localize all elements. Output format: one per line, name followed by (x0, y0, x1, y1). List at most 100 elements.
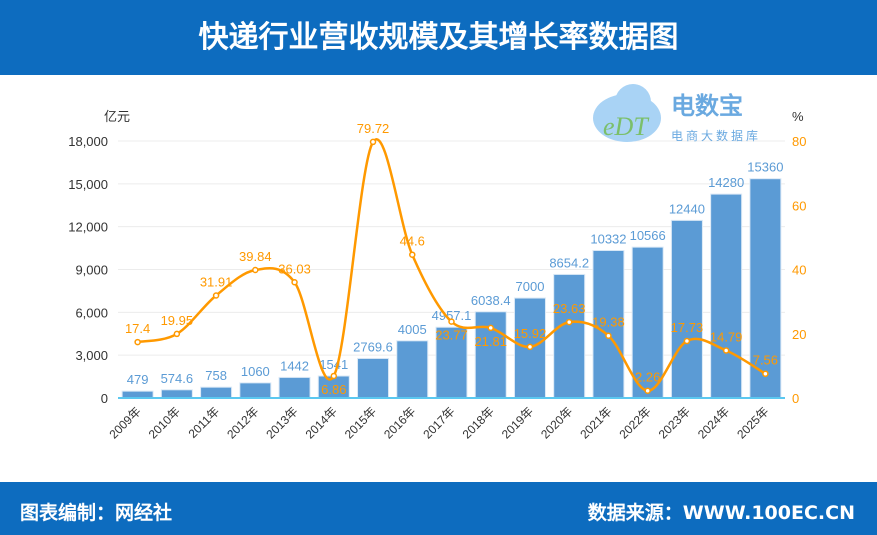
bar-label: 758 (205, 368, 227, 383)
bar-label: 1541 (319, 357, 348, 372)
bar (435, 326, 468, 399)
y-right-tick: 60 (792, 198, 806, 213)
bar (160, 389, 193, 399)
y-left-tick: 12,000 (68, 220, 108, 235)
rate-point (683, 337, 691, 345)
rate-label: 23.77 (435, 328, 468, 343)
rate-point (526, 343, 534, 351)
bar-label: 14280 (708, 175, 744, 190)
x-tick: 2022年 (617, 404, 654, 441)
bar (670, 219, 703, 399)
bar (749, 178, 782, 399)
y-left-tick: 3,000 (75, 348, 108, 363)
bar (592, 249, 625, 399)
bar-label: 12440 (669, 201, 705, 216)
bar-label: 10566 (630, 228, 666, 243)
bar (200, 386, 233, 399)
x-tick: 2012年 (224, 404, 261, 441)
rate-point (330, 372, 338, 380)
rate-point (409, 251, 416, 258)
edt-logo: eDT 电数宝 电商大数据库 (585, 80, 765, 150)
rate-label: 31.91 (200, 274, 233, 289)
x-tick: 2016年 (381, 404, 418, 441)
rate-label: 39.84 (239, 249, 272, 264)
footer-source: 数据来源：WWW.100EC.CN (587, 502, 855, 524)
x-tick: 2009年 (106, 404, 143, 441)
rate-point (134, 338, 141, 346)
x-tick: 2013年 (263, 404, 300, 441)
y-left-tick: 15,000 (68, 177, 108, 192)
x-tick: 2021年 (577, 404, 614, 441)
bar (396, 340, 429, 399)
footer-credit: 图表编制：网经社 (20, 502, 173, 524)
bar-label: 6038.4 (471, 293, 511, 308)
y-left-tick: 18,000 (68, 134, 108, 149)
bar-label: 15360 (747, 160, 783, 175)
rate-point (722, 347, 730, 354)
bar-label: 574.6 (161, 371, 194, 386)
bar-label: 2769.6 (353, 339, 393, 354)
rate-point (212, 292, 220, 299)
x-tick: 2023年 (656, 404, 693, 441)
bar (710, 193, 743, 399)
bar (239, 382, 272, 399)
y-right-tick: 20 (792, 327, 806, 342)
rate-point (252, 266, 259, 274)
rate-point (487, 324, 494, 332)
bar-label: 10332 (590, 231, 626, 246)
y-right-tick: 0 (792, 391, 799, 406)
rate-point (173, 330, 181, 338)
x-tick: 2025年 (734, 404, 771, 441)
bar-label: 1442 (280, 358, 309, 373)
logo-brand: 电数宝 (671, 92, 743, 120)
bar-label: 1060 (241, 364, 270, 379)
y-left-unit: 亿元 (104, 109, 130, 124)
x-tick: 2014年 (303, 404, 340, 441)
rate-point (291, 279, 298, 286)
bar (357, 357, 390, 399)
y-right-unit: % (792, 109, 804, 124)
rate-label: 6.86 (321, 382, 346, 397)
x-tick: 2018年 (460, 404, 497, 441)
rate-label: 21.81 (474, 334, 507, 349)
x-tick: 2020年 (538, 404, 575, 441)
y-left-tick: 0 (101, 391, 108, 406)
cloud-logo-icon: eDT 电数宝 电商大数据库 (593, 84, 761, 143)
x-tick: 2017年 (420, 404, 457, 441)
y-right-tick: 40 (792, 263, 806, 278)
logo-sub: 电商大数据库 (671, 128, 761, 143)
x-tick: 2010年 (146, 404, 183, 441)
rate-point (565, 318, 573, 326)
bar-label: 479 (127, 372, 149, 387)
bar-label: 7000 (516, 279, 545, 294)
x-tick: 2019年 (499, 404, 536, 441)
bar (553, 273, 586, 399)
rate-label: 2.26 (635, 370, 660, 385)
bar (631, 246, 664, 399)
rate-label: 17.4 (125, 321, 150, 336)
rate-label: 14.79 (710, 329, 743, 344)
rate-label: 36.03 (278, 261, 311, 276)
bar-label: 8654.2 (549, 255, 589, 270)
rate-point (644, 387, 651, 394)
bar (278, 376, 311, 399)
page-title: 快递行业营收规模及其增长率数据图 (0, 0, 877, 75)
rate-point (448, 318, 455, 325)
x-tick: 2015年 (342, 404, 379, 441)
footer: 图表编制：网经社 数据来源：WWW.100EC.CN (0, 482, 877, 535)
chart: 0 3,000 6,000 9,000 12,000 15,000 18,000 0 20 40 6… (68, 109, 806, 441)
x-tick: 2024年 (695, 404, 732, 441)
rate-label: 17.73 (671, 320, 704, 335)
y-left-tick: 6,000 (75, 305, 108, 320)
rate-label: 19.38 (592, 315, 625, 330)
rate-point (762, 370, 769, 377)
x-tick: 2011年 (186, 404, 223, 441)
bar (121, 390, 154, 399)
rate-label: 44.6 (400, 234, 425, 249)
rate-label: 79.72 (357, 121, 390, 136)
rate-point (605, 332, 612, 339)
rate-point (369, 138, 377, 146)
rate-label: 7.56 (753, 353, 778, 368)
bar-label: 4005 (398, 322, 427, 337)
y-right-tick: 80 (792, 134, 806, 149)
